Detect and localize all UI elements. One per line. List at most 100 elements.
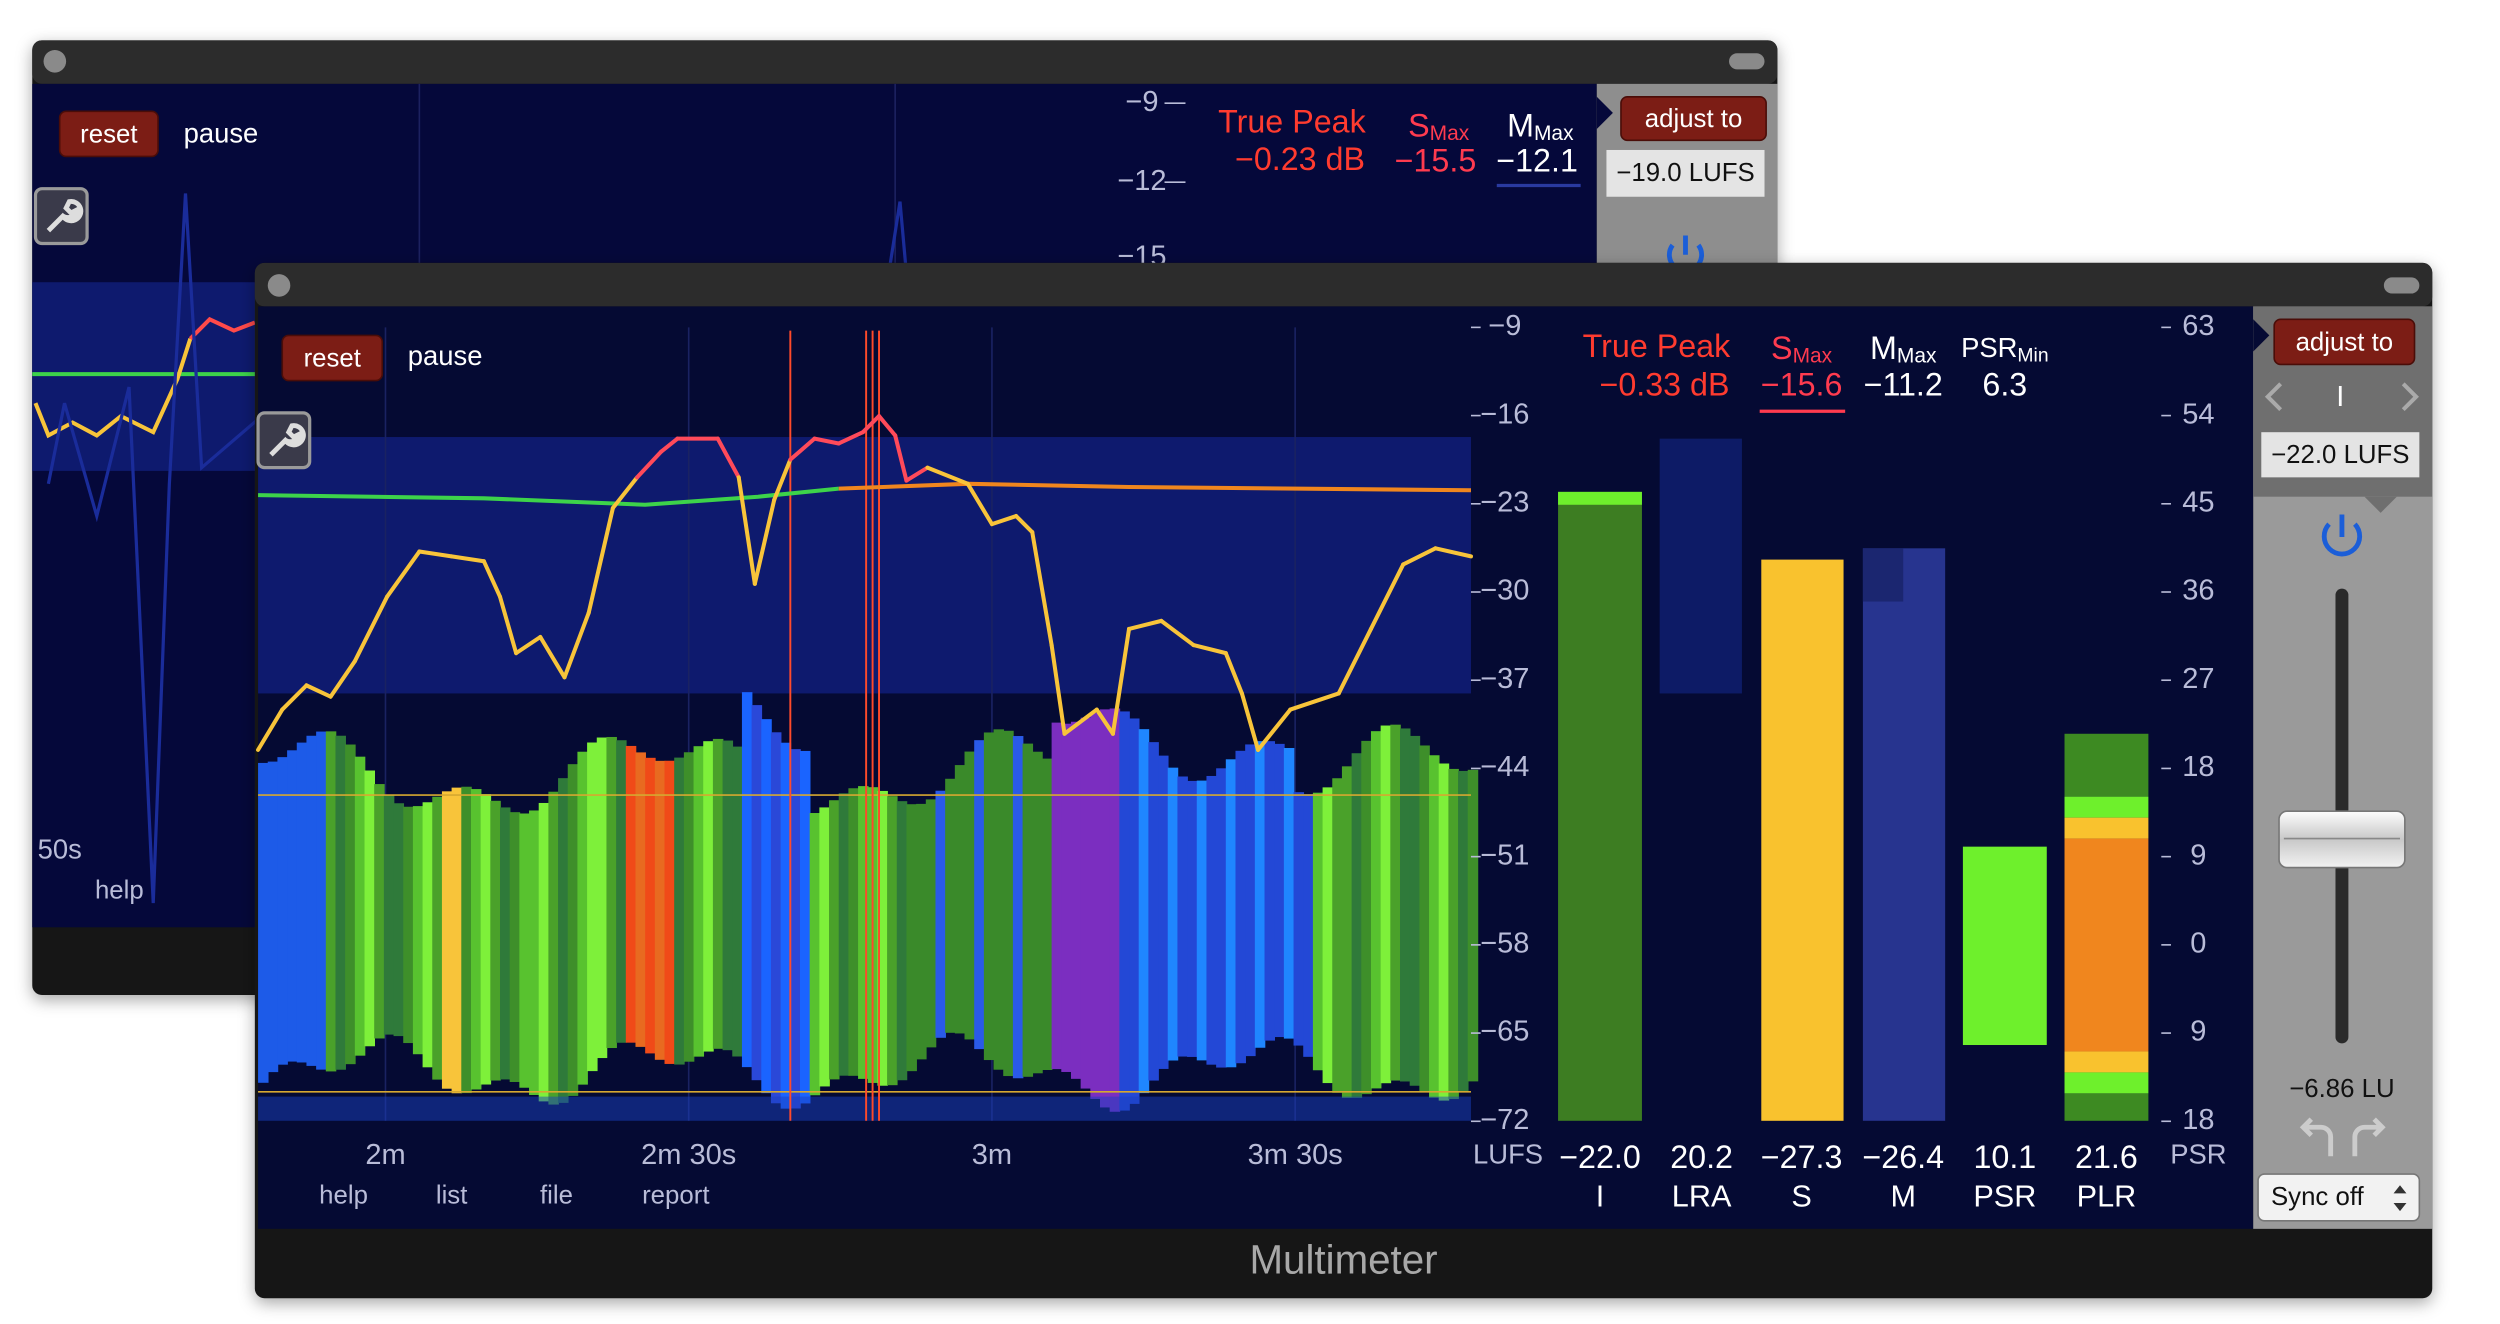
histogram-strip bbox=[838, 793, 850, 1076]
histogram-strip bbox=[712, 738, 724, 1049]
left-scale-label: −37 bbox=[1480, 663, 1529, 695]
right-scale-label: 0 bbox=[2190, 928, 2206, 960]
next-arrow[interactable] bbox=[2401, 382, 2419, 412]
momentary-trace bbox=[1191, 643, 1228, 656]
histogram-strip bbox=[1458, 770, 1469, 1093]
meter-value: 20.2 bbox=[1670, 1139, 1733, 1175]
pause-button[interactable]: pause bbox=[408, 340, 483, 371]
power-icon[interactable] bbox=[2321, 514, 2363, 557]
right-scale-label: 45 bbox=[2182, 486, 2214, 518]
undo-icon[interactable] bbox=[2299, 1117, 2334, 1157]
histogram-strip bbox=[635, 752, 646, 1047]
histogram-strip bbox=[335, 735, 346, 1070]
histogram-strip bbox=[1312, 792, 1324, 1071]
momentary-trace bbox=[1401, 546, 1438, 567]
momentary-trace bbox=[1094, 707, 1115, 736]
zoom-button[interactable] bbox=[2383, 277, 2420, 294]
histogram-strip bbox=[296, 742, 308, 1063]
zoom-button[interactable] bbox=[1729, 53, 1765, 70]
left-scale-label: −58 bbox=[1480, 928, 1529, 960]
momentary-trace bbox=[352, 594, 390, 664]
histogram-strip bbox=[887, 796, 898, 1086]
meter-label: M bbox=[1890, 1179, 1916, 1213]
menu-item[interactable]: help bbox=[319, 1181, 368, 1209]
histogram-strip bbox=[993, 729, 1005, 1070]
menu-item[interactable]: file bbox=[540, 1181, 573, 1209]
prev-arrow[interactable] bbox=[2264, 382, 2283, 412]
adjust-button-label[interactable]: adjust to bbox=[1645, 105, 1743, 133]
adjust-button[interactable] bbox=[1620, 95, 1767, 142]
momentary-max-value: −12.1 bbox=[1496, 142, 1578, 178]
histogram-strip bbox=[422, 802, 434, 1068]
adjust-button-label[interactable]: adjust to bbox=[2296, 328, 2394, 356]
momentary-trace bbox=[417, 549, 454, 559]
mode-label[interactable]: I bbox=[2336, 381, 2344, 413]
adjust-button[interactable] bbox=[2273, 318, 2416, 366]
histogram-strip bbox=[770, 732, 782, 1104]
true-peak-label: True Peak bbox=[1583, 328, 1731, 364]
reset-button-label[interactable]: reset bbox=[80, 120, 137, 148]
momentary-trace bbox=[280, 683, 309, 712]
panel-notch bbox=[2364, 496, 2397, 513]
histogram-strip bbox=[500, 807, 511, 1080]
menu-item[interactable]: list bbox=[436, 1181, 468, 1209]
histogram-strip bbox=[761, 719, 772, 1094]
histogram-strip bbox=[964, 751, 975, 1040]
histogram-strip bbox=[1022, 743, 1034, 1077]
gain-value: −6.86 LU bbox=[2289, 1075, 2394, 1103]
momentary-trace bbox=[1159, 618, 1196, 648]
left-scale-label: −9 bbox=[1488, 310, 1521, 342]
meter-value: −26.4 bbox=[1862, 1139, 1944, 1175]
menu-item[interactable]: help bbox=[95, 877, 144, 905]
histogram-strip bbox=[645, 757, 656, 1054]
target-value[interactable]: −19.0 LUFS bbox=[1616, 159, 1754, 187]
menu-item[interactable]: report bbox=[642, 1181, 709, 1209]
target-value[interactable]: −22.0 LUFS bbox=[2271, 441, 2409, 469]
close-button[interactable] bbox=[267, 274, 291, 297]
close-button[interactable] bbox=[43, 49, 67, 73]
left-scale-label: −65 bbox=[1480, 1016, 1529, 1048]
sync-select[interactable] bbox=[2257, 1173, 2421, 1222]
histogram-strip bbox=[509, 812, 521, 1082]
target-box[interactable] bbox=[2261, 432, 2420, 478]
reset-button[interactable] bbox=[281, 334, 384, 382]
momentary-trace bbox=[1014, 514, 1035, 535]
momentary-trace bbox=[538, 634, 567, 680]
panel-notch bbox=[1596, 96, 1613, 130]
reset-button-label[interactable]: reset bbox=[304, 344, 361, 372]
histogram-strip bbox=[1293, 792, 1305, 1046]
psr-min-value: 6.3 bbox=[1982, 367, 2027, 403]
true-peak-value: −0.33 dB bbox=[1600, 367, 1730, 403]
title-bar bbox=[32, 40, 1778, 84]
right-scale-label: 18 bbox=[2182, 751, 2214, 783]
histogram-strip bbox=[1206, 775, 1217, 1065]
histogram-strip bbox=[800, 750, 811, 1104]
momentary-trace bbox=[965, 481, 994, 527]
time-label: 2m 30s bbox=[641, 1139, 736, 1171]
histogram-strip bbox=[1361, 740, 1372, 1095]
scale-label: −9 bbox=[1125, 86, 1158, 118]
momentary-max-label-label: M bbox=[1507, 107, 1534, 143]
histogram-strip bbox=[461, 786, 472, 1094]
histogram-strip bbox=[1138, 729, 1150, 1094]
histogram-strip bbox=[1109, 708, 1121, 1112]
target-box[interactable] bbox=[1606, 149, 1765, 197]
momentary-trace bbox=[925, 465, 970, 486]
peak-trace bbox=[635, 449, 664, 480]
histogram-strip bbox=[1264, 741, 1275, 1041]
pause-button[interactable]: pause bbox=[184, 118, 259, 149]
sync-label[interactable]: Sync off bbox=[2271, 1183, 2365, 1211]
histogram-strip bbox=[1400, 728, 1411, 1082]
peak-trace bbox=[788, 436, 817, 462]
reset-button[interactable] bbox=[58, 110, 159, 158]
histogram-strip bbox=[1196, 780, 1208, 1061]
momentary-trace bbox=[1127, 618, 1164, 631]
histogram-strip bbox=[935, 790, 946, 1038]
redo-icon[interactable] bbox=[2352, 1117, 2386, 1157]
peak-trace bbox=[877, 414, 898, 438]
left-scale-label: −16 bbox=[1480, 398, 1529, 430]
momentary-bar bbox=[1862, 548, 1946, 1121]
histogram-strip bbox=[587, 742, 598, 1072]
peak-trace bbox=[659, 436, 680, 454]
histogram-strip bbox=[877, 790, 888, 1086]
